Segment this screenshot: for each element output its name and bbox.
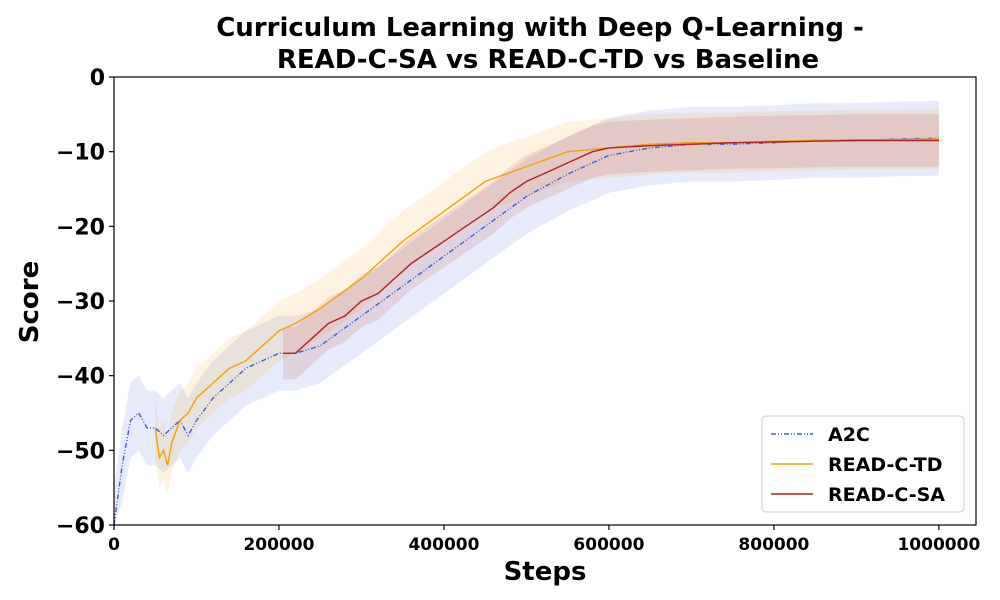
y-axis-label: Score bbox=[15, 261, 45, 343]
x-axis-label: Steps bbox=[504, 557, 587, 587]
x-tick-label: 0 bbox=[108, 535, 120, 555]
band-series-1 bbox=[155, 109, 939, 496]
y-tick-label: 0 bbox=[90, 66, 105, 91]
chart-title-line2: READ-C-SA vs READ-C-TD vs Baseline bbox=[277, 45, 819, 75]
y-tick-label: −20 bbox=[56, 215, 105, 240]
chart-title-line1: Curriculum Learning with Deep Q-Learning… bbox=[216, 13, 864, 43]
legend-label-0: A2C bbox=[828, 424, 870, 446]
y-tick-label: −40 bbox=[56, 365, 105, 390]
x-axis-ticks: 0 200000 400000 600000 800000 1000000 bbox=[108, 525, 980, 555]
x-tick-label: 800000 bbox=[738, 535, 809, 555]
y-tick-label: −10 bbox=[56, 141, 105, 166]
x-tick-label: 200000 bbox=[243, 535, 314, 555]
x-tick-label: 400000 bbox=[408, 535, 479, 555]
legend: A2C READ-C-TD READ-C-SA bbox=[761, 415, 965, 513]
line-series-2 bbox=[283, 139, 939, 354]
band-series-0 bbox=[114, 100, 939, 526]
legend-label-2: READ-C-SA bbox=[828, 484, 945, 506]
y-axis-ticks: 0 −10 −20 −30 −40 −50 −60 bbox=[56, 66, 114, 539]
x-tick-label: 1000000 bbox=[897, 535, 980, 555]
y-tick-label: −50 bbox=[56, 439, 105, 464]
x-tick-label: 600000 bbox=[573, 535, 644, 555]
y-tick-label: −60 bbox=[56, 514, 105, 539]
legend-label-1: READ-C-TD bbox=[828, 454, 943, 476]
line-series-0 bbox=[113, 137, 939, 526]
y-tick-label: −30 bbox=[56, 290, 105, 315]
series-lines bbox=[113, 137, 939, 526]
legend-box bbox=[761, 415, 965, 513]
